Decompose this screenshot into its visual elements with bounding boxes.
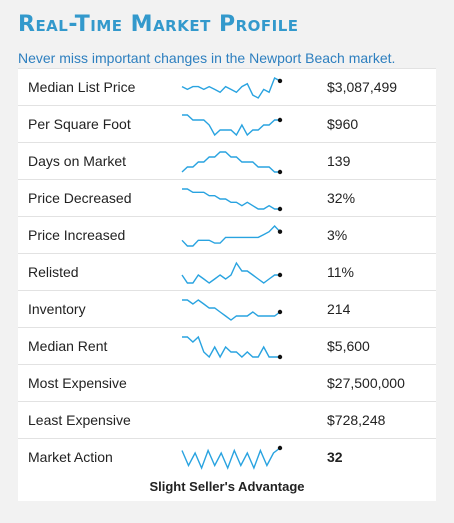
market-action-value: 32 bbox=[327, 449, 343, 465]
row-label: Price Increased bbox=[28, 227, 126, 243]
row-label: Median List Price bbox=[28, 79, 136, 95]
row-label: Inventory bbox=[28, 301, 86, 317]
table-row: Least Expensive $728,248 bbox=[18, 402, 436, 439]
sparkline-series bbox=[181, 261, 280, 284]
row-value: 214 bbox=[327, 301, 351, 317]
page-subtitle: Never miss important changes in the Newp… bbox=[18, 50, 396, 66]
table-row: Price Decreased 32% bbox=[18, 180, 436, 217]
market-action-sparkline bbox=[181, 445, 283, 470]
sparkline bbox=[182, 114, 283, 137]
market-action-note: Slight Seller's Advantage bbox=[149, 479, 305, 494]
row-label: Relisted bbox=[28, 264, 79, 280]
sparkline-end-point bbox=[277, 169, 283, 175]
sparkline-end-point bbox=[277, 354, 283, 360]
sparkline-series bbox=[181, 151, 280, 173]
row-value: $5,600 bbox=[327, 338, 370, 354]
sparkline bbox=[182, 188, 283, 212]
market-action-label: Market Action bbox=[28, 449, 113, 465]
table-row: Relisted 11% bbox=[18, 254, 436, 291]
sparkline-series bbox=[182, 335, 280, 359]
sparkline-series bbox=[181, 77, 281, 99]
row-label: Median Rent bbox=[28, 338, 108, 354]
sparkline-series bbox=[181, 447, 281, 470]
page-title: Real-Time Market Profile bbox=[18, 12, 299, 37]
sparkline bbox=[182, 299, 283, 321]
table-row: Most Expensive $27,500,000 bbox=[18, 365, 436, 402]
row-label: Per Square Foot bbox=[28, 116, 131, 132]
table-row: Per Square Foot $960 bbox=[18, 106, 436, 143]
market-action-row: Market Action 32 Slight Seller's Advanta… bbox=[18, 439, 436, 501]
sparkline-end-point bbox=[277, 117, 283, 123]
table-row: Median Rent $5,600 bbox=[18, 328, 436, 365]
table-row: Days on Market 139 bbox=[18, 143, 436, 180]
row-value: 139 bbox=[327, 153, 351, 169]
sparkline-end-point bbox=[277, 445, 283, 451]
sparkline bbox=[182, 335, 283, 360]
sparkline-end-point bbox=[277, 78, 283, 84]
table-row: Inventory 214 bbox=[18, 291, 436, 328]
sparkline-series bbox=[182, 299, 281, 321]
sparkline-end-point bbox=[277, 272, 283, 278]
row-label: Price Decreased bbox=[28, 190, 132, 206]
sparkline bbox=[181, 261, 283, 284]
row-value: 32% bbox=[327, 190, 356, 206]
sparkline-end-point bbox=[277, 229, 283, 234]
row-value: $728,248 bbox=[327, 412, 386, 428]
sparkline bbox=[181, 224, 283, 247]
sparkline-end-point bbox=[277, 309, 283, 315]
market-table: Median List Price $3,087,499 Per Square … bbox=[18, 68, 436, 501]
sparkline-series bbox=[182, 188, 280, 210]
table-row: Price Increased 3% bbox=[18, 217, 436, 254]
row-label: Days on Market bbox=[28, 153, 127, 169]
row-value: $3,087,499 bbox=[327, 79, 398, 95]
sparkline-series bbox=[181, 224, 281, 247]
row-value: $960 bbox=[327, 116, 359, 132]
row-value: 11% bbox=[327, 264, 354, 280]
sparkline-end-point bbox=[277, 206, 283, 212]
sparkline bbox=[181, 77, 283, 99]
row-label: Least Expensive bbox=[28, 412, 131, 428]
table-row: Median List Price $3,087,499 bbox=[18, 69, 436, 106]
sparkline bbox=[181, 151, 283, 175]
row-value: $27,500,000 bbox=[327, 375, 405, 391]
sparkline-series bbox=[182, 114, 280, 137]
row-value: 3% bbox=[327, 227, 348, 243]
row-label: Most Expensive bbox=[28, 375, 127, 391]
